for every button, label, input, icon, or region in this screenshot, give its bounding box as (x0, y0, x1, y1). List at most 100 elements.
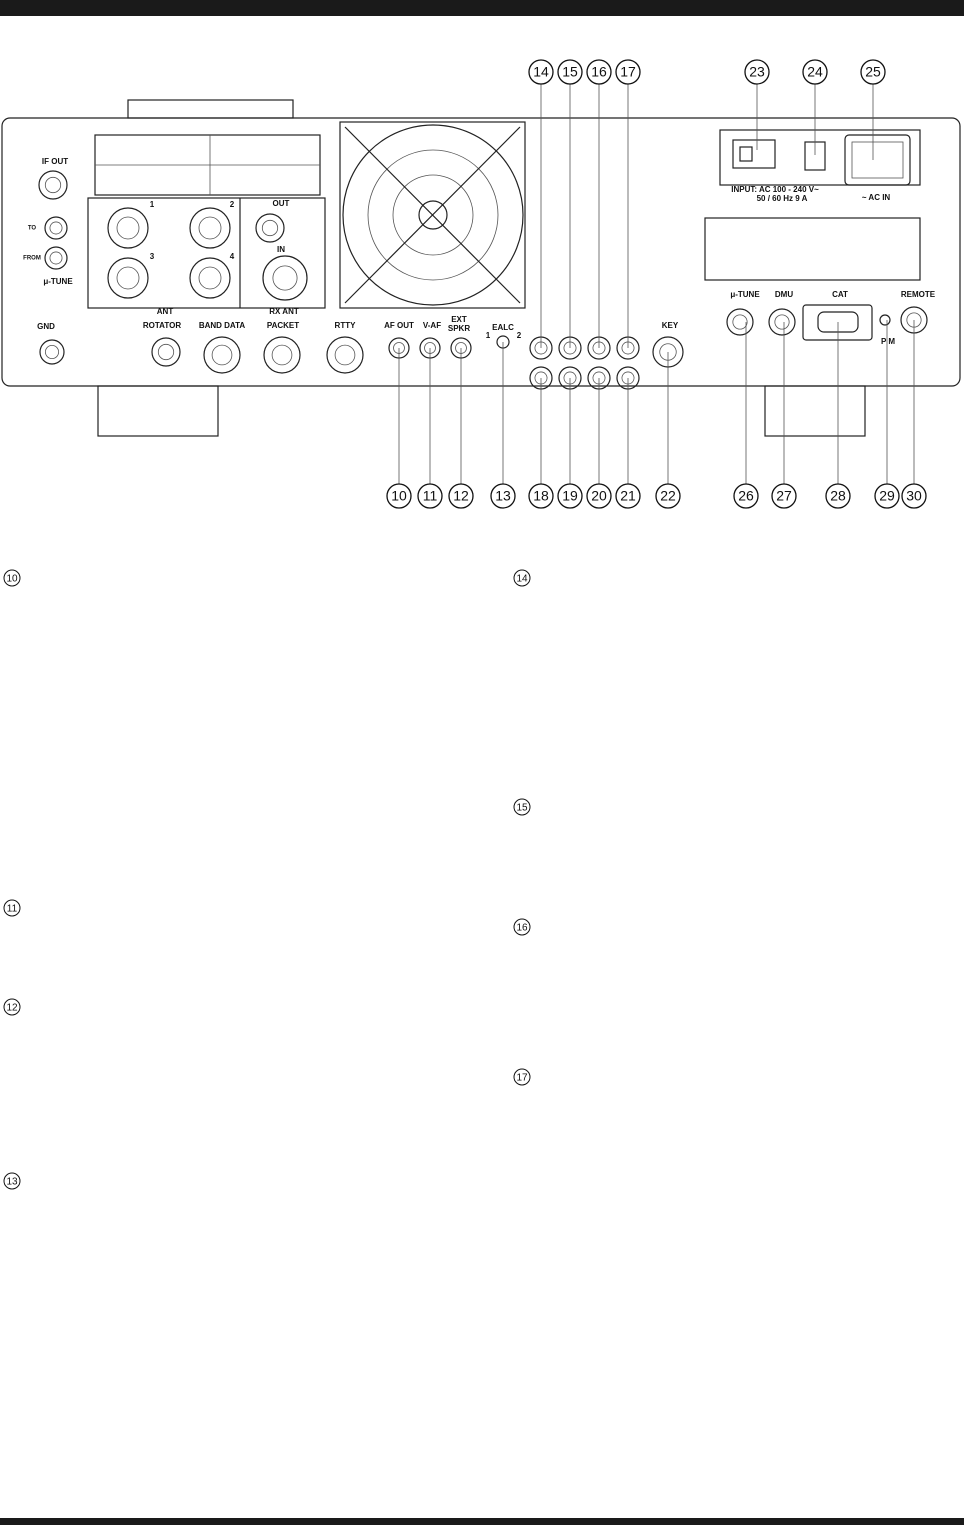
label: ROTATOR (143, 321, 181, 330)
label: PACKET (267, 321, 299, 330)
callout-number: 15 (562, 64, 578, 80)
connector (44, 216, 68, 240)
label: IN (277, 245, 285, 254)
callout-number: 10 (391, 488, 407, 504)
label: FROM (23, 256, 41, 262)
section-marker (513, 798, 531, 816)
section-marker (3, 569, 21, 587)
label: ~ AC IN (862, 193, 891, 202)
connector-inner (45, 344, 60, 359)
callout-number: 19 (562, 488, 578, 504)
connector-inner (116, 216, 140, 240)
connector-inner (732, 314, 748, 330)
section-marker (513, 1068, 531, 1086)
label: V-AF (423, 321, 441, 330)
connector (255, 213, 285, 243)
section-number: 10 (6, 574, 18, 585)
label: EXT (451, 315, 467, 324)
callout-number: 13 (495, 488, 511, 504)
label: AF OUT (384, 321, 414, 330)
connector (203, 336, 241, 374)
section-marker (3, 1172, 21, 1190)
callout-number: 30 (906, 488, 922, 504)
callout-number: 29 (879, 488, 895, 504)
callout-number: 20 (591, 488, 607, 504)
callout-number: 17 (620, 64, 636, 80)
section-number: 17 (516, 1073, 528, 1084)
callout-circle (586, 59, 612, 85)
label: KEY (662, 321, 679, 330)
connector-inner (261, 219, 279, 237)
label: IF OUT (42, 157, 68, 166)
callout-circle (655, 483, 681, 509)
callout-number: 25 (865, 64, 881, 80)
connector-inner (198, 266, 222, 290)
connector-inner (157, 343, 175, 361)
label: 1 (150, 200, 155, 209)
callout-circle (744, 59, 770, 85)
connector (107, 207, 149, 249)
connector (262, 255, 308, 301)
section-number: 13 (6, 1177, 18, 1188)
callout-circle (557, 59, 583, 85)
connector (44, 246, 68, 270)
connector (189, 207, 231, 249)
callout-circle (733, 483, 759, 509)
callout-number: 27 (776, 488, 792, 504)
connector-inner (334, 344, 356, 366)
label: SPKR (448, 324, 470, 333)
callout-number: 26 (738, 488, 754, 504)
section-number: 16 (516, 923, 528, 934)
connector (263, 336, 301, 374)
bottom-bar (0, 1518, 964, 1525)
label: RX ANT (269, 307, 299, 316)
callout-circle (860, 59, 886, 85)
callout-number: 21 (620, 488, 636, 504)
label: CAT (832, 290, 848, 299)
connector (326, 336, 364, 374)
section-marker (513, 918, 531, 936)
label: 3 (150, 252, 155, 261)
label: μ-TUNE (43, 277, 73, 286)
label: μ-TUNE (730, 290, 760, 299)
label: RTTY (335, 321, 357, 330)
connector (189, 257, 231, 299)
label: DMU (775, 290, 793, 299)
callout-number: 11 (423, 488, 438, 504)
callout-number: 14 (533, 64, 549, 80)
callout-circle (417, 483, 443, 509)
top-bar (0, 0, 964, 16)
label: INPUT: AC 100 - 240 V~ (731, 185, 819, 194)
callout-circle (528, 483, 554, 509)
callout-circle (802, 59, 828, 85)
connector-inner (774, 314, 790, 330)
label: P M (881, 337, 895, 346)
callout-number: 22 (660, 488, 676, 504)
connector (151, 337, 181, 367)
label: BAND DATA (199, 321, 246, 330)
connector (107, 257, 149, 299)
callout-circle (901, 483, 927, 509)
callout-circle (557, 483, 583, 509)
section-number: 15 (516, 803, 528, 814)
label: EALC (492, 323, 514, 332)
callout-number: 23 (749, 64, 765, 80)
callout-number: 24 (807, 64, 823, 80)
connector-inner (211, 344, 233, 366)
section-number: 12 (6, 1003, 18, 1014)
callout-circle (874, 483, 900, 509)
connector (39, 339, 65, 365)
label: ANT (157, 307, 174, 316)
label: 1 (486, 331, 491, 340)
callout-circle (528, 59, 554, 85)
label: 2 (230, 200, 235, 209)
section-number: 14 (516, 574, 528, 585)
callout-circle (386, 483, 412, 509)
connector-inner (44, 176, 62, 194)
section-marker (3, 998, 21, 1016)
connector-inner (272, 265, 298, 291)
section-number: 11 (7, 904, 18, 915)
connector-inner (116, 266, 140, 290)
callout-circle (615, 483, 641, 509)
